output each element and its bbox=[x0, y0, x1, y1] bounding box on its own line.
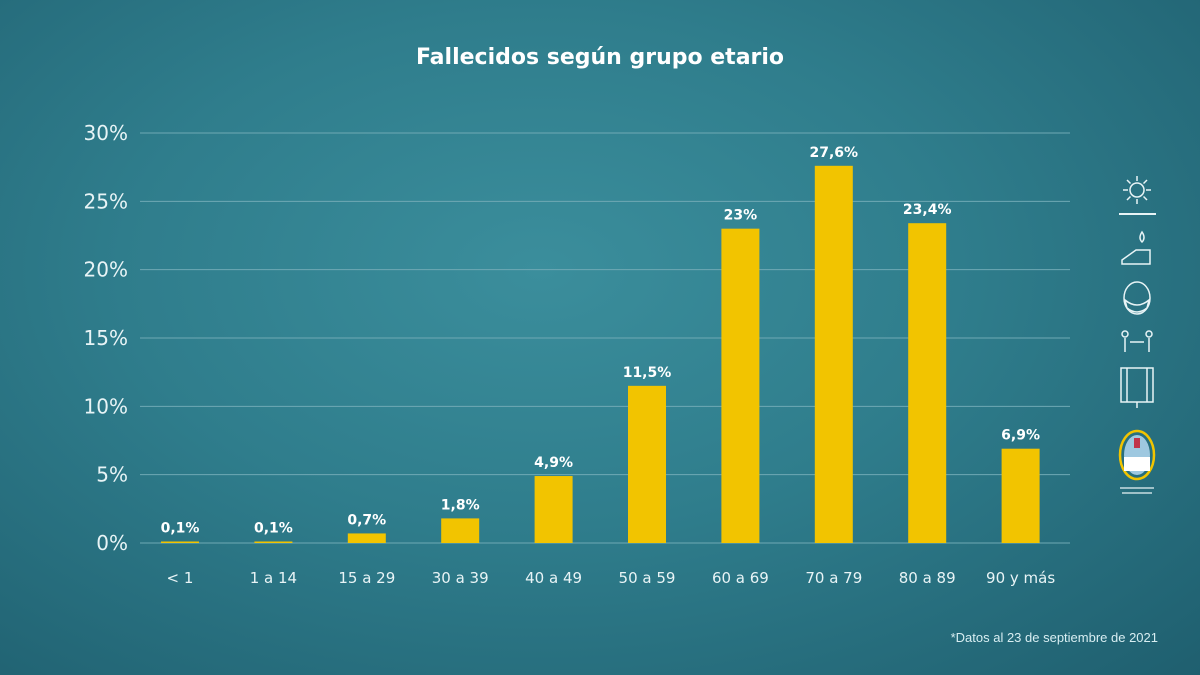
data-label: 1,8% bbox=[441, 497, 480, 513]
x-axis-ticks: < 1 1 a 14 15 a 29 30 a 39 40 a 49 50 a 59 60 … bbox=[167, 569, 1056, 587]
x-tick-label: 1 a 14 bbox=[250, 569, 297, 587]
y-tick-label: 0% bbox=[96, 531, 128, 555]
y-tick-label: 5% bbox=[96, 463, 128, 487]
chart-title: Fallecidos según grupo etario bbox=[415, 45, 785, 70]
bar bbox=[1001, 448, 1040, 543]
bar bbox=[534, 476, 573, 543]
bars bbox=[161, 165, 1040, 544]
data-label: 4,9% bbox=[534, 455, 573, 471]
data-label: 23% bbox=[724, 208, 758, 224]
data-label: 0,1% bbox=[161, 521, 200, 537]
x-tick-label: 40 a 49 bbox=[525, 569, 582, 587]
data-label: 0,1% bbox=[254, 521, 293, 537]
y-tick-label: 10% bbox=[84, 394, 128, 418]
social-distance-icon bbox=[1121, 330, 1153, 352]
x-tick-label: 60 a 69 bbox=[712, 569, 769, 587]
x-tick-label: 90 y más bbox=[986, 569, 1055, 587]
x-tick-label: < 1 bbox=[167, 569, 194, 587]
y-tick-label: 30% bbox=[84, 121, 128, 145]
hand-washing-icon bbox=[1121, 230, 1151, 265]
bar bbox=[628, 385, 666, 543]
data-label: 6,9% bbox=[1001, 428, 1040, 444]
bar bbox=[441, 518, 480, 543]
virus-icon bbox=[1119, 176, 1156, 215]
bar bbox=[814, 165, 853, 544]
data-label: 11,5% bbox=[623, 365, 672, 381]
grid-lines bbox=[140, 132, 1070, 544]
bar bbox=[161, 541, 199, 543]
y-tick-label: 15% bbox=[84, 326, 128, 350]
bar bbox=[254, 541, 293, 543]
data-label: 23,4% bbox=[903, 202, 952, 218]
window-ventilation-icon bbox=[1120, 367, 1154, 408]
x-tick-label: 50 a 59 bbox=[619, 569, 676, 587]
data-label: 27,6% bbox=[810, 145, 859, 161]
x-tick-label: 70 a 79 bbox=[805, 569, 862, 587]
data-label: 0,7% bbox=[347, 512, 386, 528]
footnote: *Datos al 23 de septiembre de 2021 bbox=[950, 630, 1158, 645]
x-tick-label: 80 a 89 bbox=[899, 569, 956, 587]
y-tick-label: 20% bbox=[84, 258, 128, 282]
face-mask-icon bbox=[1123, 281, 1151, 315]
y-tick-label: 25% bbox=[84, 189, 128, 213]
provincial-seal-icon bbox=[1118, 429, 1156, 494]
x-tick-label: 15 a 29 bbox=[338, 569, 395, 587]
x-tick-label: 30 a 39 bbox=[432, 569, 489, 587]
data-labels: 0,1% 0,1% 0,7% 1,8% 4,9% 11,5% 23% 27,6% 23,4% 6,… bbox=[161, 145, 1040, 537]
bar bbox=[908, 223, 947, 543]
bar bbox=[721, 228, 760, 543]
y-axis-ticks: 0% 5% 10% 15% 20% 25% 30% bbox=[84, 121, 128, 555]
sidebar-icons bbox=[1118, 176, 1156, 494]
bar bbox=[347, 533, 386, 543]
